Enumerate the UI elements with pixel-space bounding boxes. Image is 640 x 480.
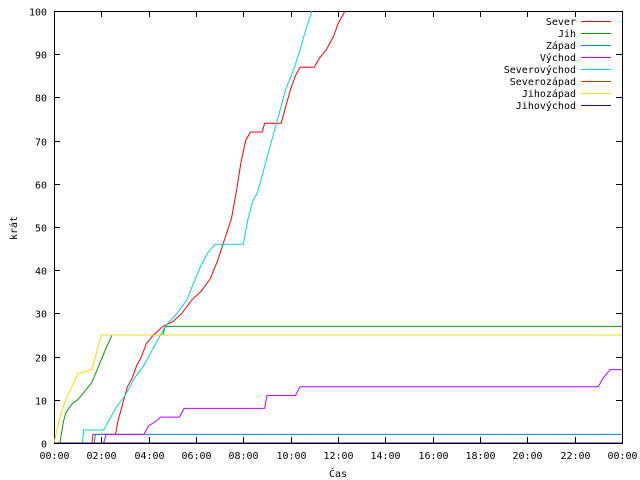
x-tick-label: 16:00 [418,451,448,462]
y-tick-label: 100 [29,8,47,19]
series-line [59,325,622,443]
series-line [54,433,622,443]
x-tick-label: 02:00 [86,451,116,462]
x-tick-label: 04:00 [134,451,164,462]
y-tick-label: 40 [35,267,47,278]
x-tick-label: 08:00 [228,451,258,462]
y-tick-label: 50 [35,224,47,235]
y-tick-label: 80 [35,94,47,105]
legend-label: Východ [540,52,576,64]
y-tick-label: 60 [35,181,47,192]
y-tick-label: 90 [35,51,47,62]
legend-label: Severovýchod [504,64,576,76]
legend: SeverJihZápadVýchodSeverovýchodSeverozáp… [504,17,611,112]
y-tick-label: 70 [35,138,47,149]
x-tick-label: 06:00 [181,451,211,462]
x-tick-label: 18:00 [465,451,495,462]
legend-label: Sever [546,17,576,28]
legend-label: Západ [546,40,576,52]
y-tick-label: 30 [35,310,47,321]
y-tick-label: 10 [35,397,47,408]
series-line [54,334,622,443]
x-tick-label: 00:00 [607,451,637,462]
legend-label: Jih [558,29,576,40]
legend-label: Jihozápad [522,88,576,100]
y-axis-label: krát [8,216,20,240]
series-line [81,11,313,443]
x-tick-label: 00:00 [39,451,69,462]
series-line [103,369,622,443]
x-tick-label: 14:00 [370,451,400,462]
x-tick-label: 10:00 [276,451,306,462]
x-axis-label: Čas [329,467,347,480]
y-tick-label: 0 [41,440,47,451]
y-tick-label: 20 [35,354,47,365]
series-lines [54,11,622,443]
axis-ticks: 0 10 20 30 40 50 60 70 80 90 100 00:00 02:00 04:00 06:… [29,8,638,463]
x-tick-label: 12:00 [323,451,353,462]
legend-label: Jihovýchod [516,100,576,112]
x-tick-label: 20:00 [512,451,542,462]
series-line [91,11,346,443]
legend-label: Severozápad [510,76,576,88]
x-tick-label: 22:00 [560,451,590,462]
